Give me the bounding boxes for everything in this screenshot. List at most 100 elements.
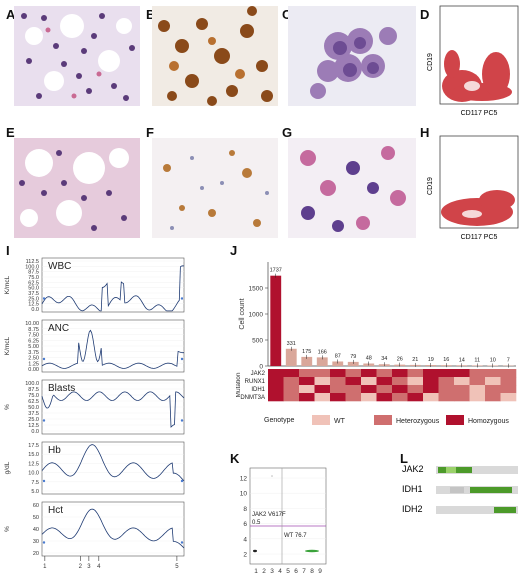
track-idh1-reads [470, 487, 512, 493]
y-tick-label: 0.00 [28, 367, 39, 373]
y-tick-label: 12 [240, 476, 248, 483]
flow-density-core [464, 81, 480, 91]
y-tick-label: 1500 [249, 286, 264, 293]
timeseries-subplot-blasts: 100.087.575.062.550.037.525.012.50.0%Bla… [4, 380, 184, 435]
flow-density-core-2 [462, 210, 482, 218]
droplet-cluster-wt [305, 550, 319, 553]
heatmap-cell [392, 377, 408, 385]
bar-value-label: 175 [302, 349, 311, 355]
histology-ihc-followup-texture [152, 138, 278, 238]
legend-label-hom: Homozygous [468, 418, 509, 425]
reference-marker [181, 419, 183, 421]
heatmap-cell [454, 377, 470, 385]
heatmap-cell [299, 385, 315, 393]
annotation-jak2-value: 0.5 [252, 520, 261, 526]
histology-he-texture [14, 6, 140, 106]
y-tick-label: 0 [259, 364, 263, 371]
heatmap-cell [284, 377, 300, 385]
histology-image-ihc-diagnosis [152, 6, 278, 106]
heatmap-cell [392, 369, 408, 377]
heatmap-cell [284, 369, 300, 377]
y-tick-label: 20 [33, 551, 39, 557]
annotation-wt: WT 76.7 [284, 533, 307, 539]
cytology-followup-texture [288, 138, 416, 238]
x-tick-label: 9 [318, 568, 322, 575]
y-axis-unit: g/dL [4, 461, 11, 474]
bar-value-label: 48 [366, 356, 372, 362]
legend-title: Genotype [264, 417, 294, 424]
reference-marker [43, 541, 45, 543]
heatmap-cell [268, 393, 284, 401]
heatmap-cell [361, 393, 377, 401]
heatmap-cell [315, 377, 331, 385]
bar [286, 349, 297, 366]
heatmap-cell [501, 369, 517, 377]
timepoint-label: 2 [79, 564, 83, 570]
y-tick-label: 4 [243, 536, 247, 543]
heatmap-cell [299, 377, 315, 385]
cytology-texture [288, 6, 416, 106]
heatmap-cell [485, 377, 501, 385]
bar-value-label: 26 [397, 357, 403, 363]
heatmap-cell [470, 369, 486, 377]
heatmap-cell [284, 385, 300, 393]
heatmap-cell [315, 369, 331, 377]
heatmap-cell [268, 369, 284, 377]
flow-plot-followup: CD19 CD117 PC5 [422, 134, 520, 246]
timeseries-subplot-anc: 10.008.757.506.255.003.752.501.250.00K/m… [4, 320, 184, 373]
heatmap-cell [423, 377, 439, 385]
heatmap-cell [377, 377, 393, 385]
heatmap-cell [485, 393, 501, 401]
legend-label-wt: WT [334, 418, 346, 425]
series-label-hb: Hb [48, 445, 61, 456]
flow-ylabel: CD19 [427, 53, 434, 71]
bar-value-label: 331 [287, 341, 296, 347]
y-tick-label: 10.0 [28, 471, 39, 477]
heatmap-cell [361, 385, 377, 393]
reference-marker [181, 358, 183, 360]
timeseries-subplot-wbc: 112.5100.087.575.062.550.037.525.012.50.… [4, 258, 184, 313]
series-label-hct: Hct [48, 505, 63, 516]
x-tick-label: 3 [270, 568, 274, 575]
heatmap-cell [268, 385, 284, 393]
reference-marker [43, 419, 45, 421]
heatmap-cell [315, 385, 331, 393]
cytology-image-followup [288, 138, 416, 238]
heatmap-cell [346, 369, 362, 377]
y-tick-label: 6 [243, 521, 247, 528]
heatmap-cell [377, 385, 393, 393]
y-tick-label: 60 [33, 503, 39, 509]
y-tick-label: 7.5 [31, 480, 39, 486]
heatmap-cell [361, 377, 377, 385]
histology-image-he-followup [14, 138, 140, 238]
flow-ylabel-2: CD19 [427, 177, 434, 195]
track-idh2-reads [494, 507, 516, 513]
gene-label-jak2: JAK2 [402, 464, 424, 474]
heatmap-cell [268, 377, 284, 385]
y-axis-unit: % [4, 526, 11, 532]
heatmap-cell [470, 393, 486, 401]
series-label-anc: ANC [48, 323, 69, 334]
heatmap-cell [408, 385, 424, 393]
reference-marker [181, 541, 183, 543]
heatmap-cell [439, 377, 455, 385]
heatmap-cell [423, 393, 439, 401]
mutation-label-idh1: IDH1 [251, 387, 265, 393]
heatmap-cell [299, 369, 315, 377]
annotation-jak2: JAK2 V617F [252, 512, 286, 518]
bar [270, 276, 281, 366]
bar-value-label: 79 [350, 354, 356, 360]
heatmap-cell [423, 385, 439, 393]
reference-marker [181, 297, 183, 299]
heatmap-cell [346, 377, 362, 385]
flow-xlabel: CD117 PC5 [461, 110, 498, 117]
reference-marker [43, 358, 45, 360]
heatmap-cell [284, 393, 300, 401]
sequence-tracks: JAK2 IDH1 IDH2 [398, 462, 520, 522]
histology-ihc-texture [152, 6, 278, 106]
timepoint-label: 5 [175, 564, 179, 570]
x-tick-label: 1 [254, 568, 258, 575]
